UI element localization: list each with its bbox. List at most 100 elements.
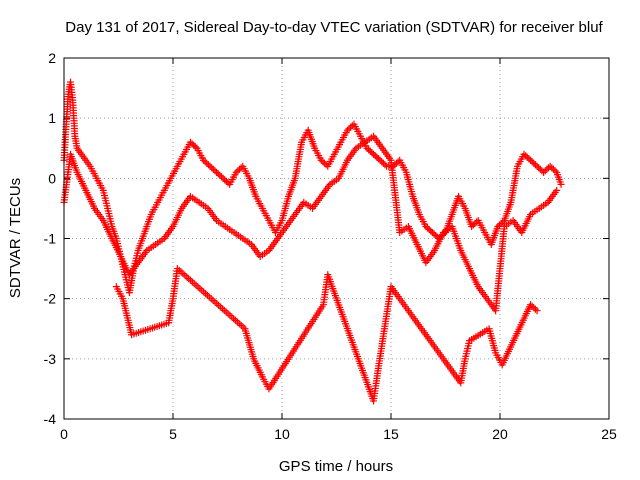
data-point-fill bbox=[319, 158, 327, 166]
x-tick-label: 5 bbox=[169, 426, 177, 442]
data-point bbox=[213, 168, 221, 176]
x-tick-label: 15 bbox=[383, 426, 399, 442]
data-point-fill bbox=[379, 159, 387, 167]
data-point-fill bbox=[374, 155, 382, 163]
data-point bbox=[553, 186, 561, 194]
data-point bbox=[389, 162, 397, 170]
x-tick-label: 0 bbox=[60, 426, 68, 442]
data-point-fill bbox=[430, 230, 438, 238]
data-point-fill bbox=[425, 225, 433, 233]
data-point-fill bbox=[190, 141, 198, 149]
data-point-fill bbox=[188, 140, 196, 148]
data-point-fill bbox=[365, 146, 373, 154]
data-point bbox=[494, 222, 502, 230]
data-point bbox=[376, 156, 384, 164]
data-point-fill bbox=[531, 305, 539, 313]
data-point-fill bbox=[530, 304, 538, 312]
data-point bbox=[533, 162, 541, 170]
y-tick-label: 2 bbox=[48, 50, 56, 66]
x-tick-label: 20 bbox=[492, 426, 508, 442]
data-point-fill bbox=[549, 165, 557, 173]
data-point-fill bbox=[237, 164, 245, 172]
data-point bbox=[527, 156, 535, 164]
data-point bbox=[370, 150, 378, 158]
data-point-fill bbox=[371, 152, 379, 160]
x-axis-label: GPS time / hours bbox=[279, 458, 393, 475]
data-point-fill bbox=[348, 122, 356, 130]
data-point-fill bbox=[495, 221, 503, 229]
data-point-fill bbox=[543, 165, 551, 173]
data-point bbox=[527, 301, 535, 309]
data-point bbox=[468, 222, 476, 230]
data-point-fill bbox=[373, 153, 381, 161]
data-point-fill bbox=[221, 176, 229, 184]
data-point bbox=[232, 168, 240, 176]
data-point bbox=[219, 174, 227, 182]
axis-ticks: 0 5 10 15 20 25 -4 -3 -2 -1 0 1 2 bbox=[44, 50, 617, 442]
data-point-fill bbox=[497, 219, 505, 227]
data-point-fill bbox=[224, 179, 232, 187]
data-point-fill bbox=[368, 149, 376, 157]
data-point-fill bbox=[531, 161, 539, 169]
data-point bbox=[557, 180, 565, 188]
data-point-fill bbox=[551, 167, 559, 175]
y-tick-label: -1 bbox=[44, 231, 57, 247]
data-point-fill bbox=[424, 224, 432, 232]
y-axis-label: SDTVAR / TECUs bbox=[7, 178, 24, 298]
data-point-fill bbox=[528, 302, 536, 310]
y-tick-label: 1 bbox=[48, 110, 56, 126]
data-points bbox=[60, 78, 565, 405]
data-point bbox=[363, 144, 371, 152]
data-point-fill bbox=[191, 143, 199, 151]
data-point-fill bbox=[471, 219, 479, 227]
y-tick-label: -2 bbox=[44, 291, 57, 307]
data-point-fill bbox=[235, 165, 243, 173]
data-point bbox=[186, 138, 194, 146]
data-point bbox=[422, 222, 430, 230]
data-point-fill bbox=[222, 177, 230, 185]
data-point-fill bbox=[394, 158, 402, 166]
data-point-fill bbox=[473, 218, 481, 226]
data-point-fill bbox=[216, 171, 224, 179]
data-point-fill bbox=[536, 165, 544, 173]
data-point-fill bbox=[535, 164, 543, 172]
data-point-fill bbox=[427, 227, 435, 235]
data-point-fill bbox=[322, 161, 330, 169]
data-point-fill bbox=[218, 173, 226, 181]
plot-frame bbox=[63, 57, 610, 420]
data-point bbox=[540, 168, 548, 176]
data-point-fill bbox=[469, 221, 477, 229]
data-point bbox=[428, 228, 436, 236]
data-point-fill bbox=[234, 167, 242, 175]
y-tick-label: -3 bbox=[44, 351, 57, 367]
data-point-fill bbox=[201, 158, 209, 166]
data-point bbox=[533, 307, 541, 315]
data-point bbox=[206, 162, 214, 170]
data-point-fill bbox=[530, 159, 538, 167]
data-point-fill bbox=[347, 123, 355, 131]
data-point-fill bbox=[548, 164, 556, 172]
data-point-fill bbox=[381, 161, 389, 169]
data-point bbox=[343, 126, 351, 134]
data-point-fill bbox=[208, 164, 216, 172]
data-point bbox=[317, 156, 325, 164]
data-point-fill bbox=[214, 170, 222, 178]
data-point-fill bbox=[523, 153, 531, 161]
data-point bbox=[200, 156, 208, 164]
data-point-fill bbox=[366, 147, 374, 155]
y-tick-label: -4 bbox=[44, 411, 57, 427]
data-point-fill bbox=[204, 161, 212, 169]
x-tick-label: 25 bbox=[601, 426, 617, 442]
data-point-fill bbox=[522, 152, 530, 160]
x-tick-label: 10 bbox=[274, 426, 290, 442]
data-point-fill bbox=[203, 159, 211, 167]
chart-title: Day 131 of 2017, Sidereal Day-to-day VTE… bbox=[65, 19, 603, 36]
data-point-fill bbox=[541, 167, 549, 175]
data-point-fill bbox=[321, 159, 329, 167]
data-point-fill bbox=[499, 218, 507, 226]
data-point-fill bbox=[211, 167, 219, 175]
data-point bbox=[546, 162, 554, 170]
data-point-fill bbox=[432, 231, 440, 239]
y-tick-label: 0 bbox=[48, 170, 56, 186]
